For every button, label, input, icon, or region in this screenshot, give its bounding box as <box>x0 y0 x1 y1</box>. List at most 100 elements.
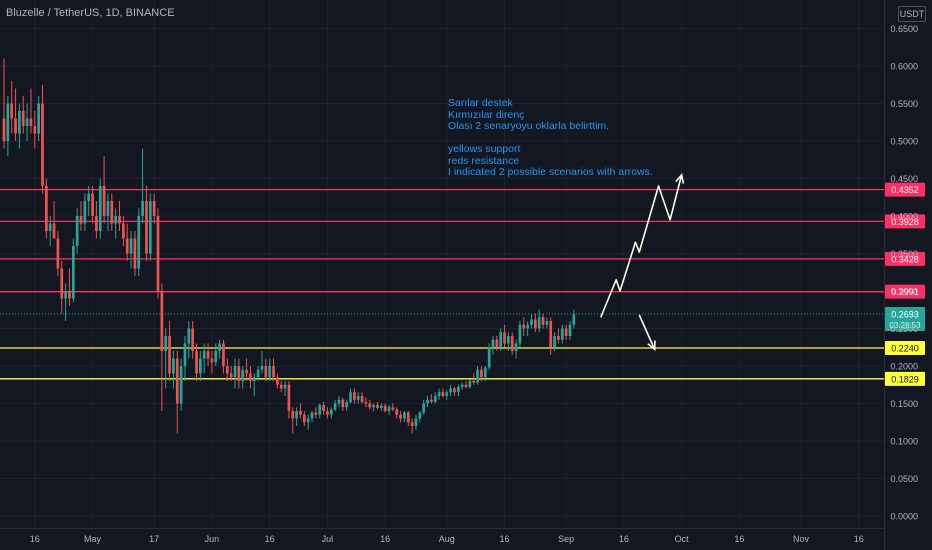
annotation-note: Sarılar destek Kırmızılar direnç Olası 2 s… <box>448 97 653 179</box>
y-tick-label: 0.0000 <box>890 512 918 522</box>
candle <box>387 405 391 415</box>
candle <box>168 321 171 381</box>
candle <box>183 336 187 381</box>
x-tick-label: 16 <box>380 534 390 544</box>
note-line: Sarılar destek <box>448 97 513 109</box>
y-tick-label: 0.2500 <box>890 324 918 334</box>
last-price-label-bg <box>885 307 925 332</box>
candle <box>191 321 195 359</box>
x-tick-label: Nov <box>793 534 810 544</box>
candle <box>510 332 514 355</box>
candle-body <box>522 324 526 329</box>
candle-body <box>441 392 445 396</box>
candle <box>256 366 260 381</box>
candle-body <box>183 343 187 366</box>
candle-body <box>75 216 79 246</box>
candle <box>152 193 156 224</box>
candle-body <box>510 336 514 351</box>
candle <box>172 351 175 389</box>
candle-body <box>468 381 472 387</box>
candle <box>495 336 499 351</box>
candle-body <box>21 111 25 126</box>
candle <box>21 96 25 134</box>
candle-body <box>222 343 225 366</box>
candle <box>83 193 87 231</box>
candle <box>341 397 345 411</box>
candle <box>445 390 449 400</box>
y-tick-label: 0.2000 <box>890 362 918 372</box>
candle <box>2 58 6 149</box>
candle <box>148 193 152 261</box>
candle-body <box>241 369 245 381</box>
candle <box>433 392 437 404</box>
candle-body <box>337 399 341 404</box>
candle-body <box>553 336 556 348</box>
candle <box>318 403 322 419</box>
candle-body <box>379 405 383 408</box>
candle <box>422 399 426 415</box>
candle-body <box>560 328 564 340</box>
candle-body <box>87 193 91 201</box>
candle-body <box>148 201 152 254</box>
candle <box>264 358 268 381</box>
candle-body <box>310 412 314 419</box>
candle-body <box>106 201 110 216</box>
candle-body <box>453 388 456 393</box>
candle <box>514 339 518 359</box>
candle-body <box>318 405 322 415</box>
x-tick-label: May <box>84 534 102 544</box>
candle <box>206 343 210 366</box>
candle-body <box>71 246 75 299</box>
candle <box>468 379 472 389</box>
candle <box>480 366 483 381</box>
y-tick-label: 0.1000 <box>890 437 918 447</box>
candle <box>75 208 79 254</box>
candle <box>299 403 302 419</box>
candle-body <box>279 384 283 389</box>
candle <box>260 351 264 374</box>
candle-body <box>433 396 437 402</box>
candle <box>426 396 429 408</box>
candle-body <box>491 339 495 348</box>
candle <box>568 321 572 340</box>
candle <box>476 366 479 385</box>
candle-body <box>356 396 360 400</box>
support-label: 0.1829 <box>891 374 919 384</box>
candle <box>541 313 545 329</box>
candle-body <box>399 414 402 419</box>
x-tick-label: Jun <box>205 534 220 544</box>
candle-body <box>464 384 468 387</box>
candle-body <box>345 402 349 408</box>
candle-body <box>164 336 168 351</box>
candle-body <box>252 377 256 381</box>
candle <box>507 332 510 351</box>
candle <box>18 103 21 149</box>
currency-button[interactable]: USDT <box>898 6 926 22</box>
candle-body <box>218 343 221 351</box>
symbol-title[interactable]: Bluzelle / TetherUS, 1D, BINANCE <box>6 7 175 19</box>
candle-body <box>237 366 241 381</box>
candle-body <box>175 358 179 404</box>
candle-body <box>33 126 37 134</box>
candle <box>329 407 333 419</box>
bar-countdown: 03:28:53 <box>889 321 921 330</box>
candle-body <box>95 216 98 231</box>
support-label: 0.2240 <box>891 344 919 354</box>
candle-body <box>410 422 414 426</box>
candle <box>137 208 141 276</box>
candle <box>322 402 325 415</box>
candle-body <box>249 373 252 381</box>
candle-body <box>98 186 102 231</box>
candle-body <box>526 324 529 329</box>
candle-body <box>48 223 52 231</box>
y-tick-label: 0.3000 <box>890 287 918 297</box>
resistance-label: 0.2991 <box>891 287 919 297</box>
candle <box>95 201 98 239</box>
candle <box>122 216 125 246</box>
x-tick-label: Aug <box>439 534 455 544</box>
candle-body <box>295 411 298 419</box>
candle-body <box>137 216 141 269</box>
